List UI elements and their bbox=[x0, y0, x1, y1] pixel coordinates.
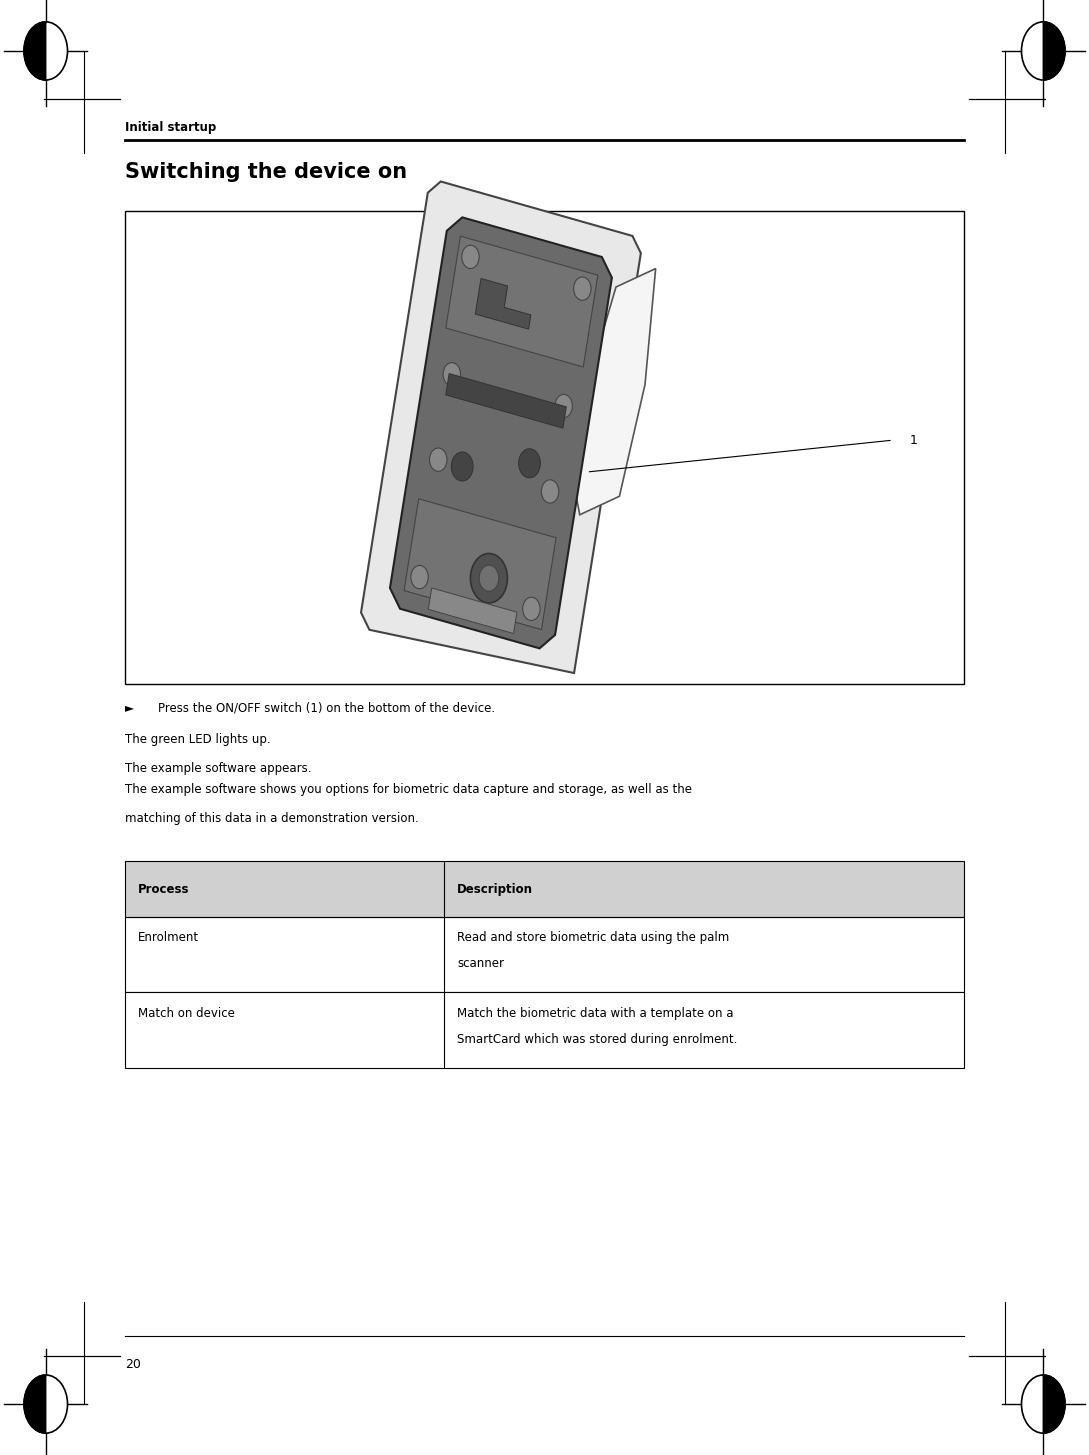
Bar bbox=[125, 992, 964, 1068]
Text: The example software shows you options for biometric data capture and storage, a: The example software shows you options f… bbox=[125, 783, 693, 796]
Text: Match on device: Match on device bbox=[138, 1007, 235, 1020]
Circle shape bbox=[429, 448, 446, 471]
Circle shape bbox=[462, 246, 479, 269]
Polygon shape bbox=[390, 217, 612, 649]
Circle shape bbox=[470, 553, 507, 602]
Text: ►: ► bbox=[125, 701, 134, 714]
Text: 1: 1 bbox=[909, 434, 917, 447]
Text: Description: Description bbox=[457, 883, 533, 895]
Bar bbox=[125, 211, 964, 684]
Text: The example software appears.: The example software appears. bbox=[125, 762, 311, 776]
Bar bbox=[125, 917, 964, 992]
Circle shape bbox=[443, 362, 461, 386]
Text: Match the biometric data with a template on a: Match the biometric data with a template… bbox=[457, 1007, 734, 1020]
Text: matching of this data in a demonstration version.: matching of this data in a demonstration… bbox=[125, 812, 419, 825]
Polygon shape bbox=[445, 374, 566, 428]
Polygon shape bbox=[475, 278, 530, 329]
Text: SmartCard which was stored during enrolment.: SmartCard which was stored during enrolm… bbox=[457, 1033, 737, 1046]
Circle shape bbox=[451, 453, 473, 482]
Text: 20: 20 bbox=[125, 1358, 142, 1371]
Wedge shape bbox=[1043, 22, 1065, 80]
Text: The green LED lights up.: The green LED lights up. bbox=[125, 733, 271, 746]
Text: Switching the device on: Switching the device on bbox=[125, 162, 407, 182]
Text: scanner: scanner bbox=[457, 957, 504, 970]
Bar bbox=[125, 861, 964, 917]
Circle shape bbox=[541, 480, 559, 503]
Text: Read and store biometric data using the palm: Read and store biometric data using the … bbox=[457, 931, 730, 944]
Circle shape bbox=[479, 565, 499, 591]
Polygon shape bbox=[445, 236, 598, 367]
Polygon shape bbox=[428, 588, 517, 633]
Circle shape bbox=[518, 448, 540, 477]
Wedge shape bbox=[1043, 1375, 1065, 1433]
Wedge shape bbox=[24, 22, 46, 80]
Text: Initial startup: Initial startup bbox=[125, 121, 217, 134]
Polygon shape bbox=[404, 499, 556, 630]
Circle shape bbox=[574, 276, 591, 300]
Circle shape bbox=[411, 566, 428, 589]
Circle shape bbox=[523, 597, 540, 620]
Text: Enrolment: Enrolment bbox=[138, 931, 199, 944]
Wedge shape bbox=[24, 1375, 46, 1433]
Bar bbox=[125, 861, 964, 917]
Polygon shape bbox=[362, 182, 640, 674]
Text: Press the ON/OFF switch (1) on the bottom of the device.: Press the ON/OFF switch (1) on the botto… bbox=[158, 701, 495, 714]
Circle shape bbox=[555, 394, 573, 418]
Text: Process: Process bbox=[138, 883, 189, 895]
Polygon shape bbox=[574, 269, 656, 515]
